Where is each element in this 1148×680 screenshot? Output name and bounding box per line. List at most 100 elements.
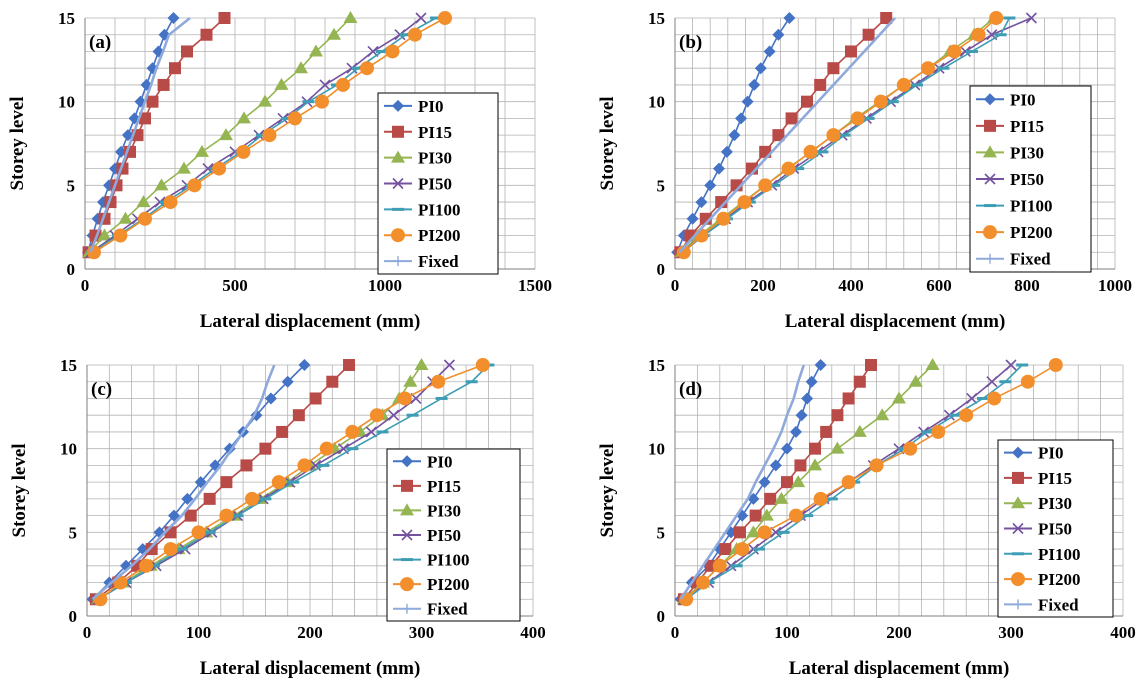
data-point bbox=[336, 77, 350, 92]
legend-label: Fixed bbox=[418, 252, 459, 271]
data-point bbox=[435, 396, 448, 400]
x-axis-title: Lateral displacement (mm) bbox=[785, 311, 1006, 332]
data-point bbox=[748, 78, 761, 91]
data-point bbox=[873, 94, 888, 109]
data-point bbox=[220, 476, 233, 489]
data-point bbox=[741, 95, 754, 108]
legend-item: Fixed bbox=[384, 252, 459, 271]
legend-label: Fixed bbox=[1038, 595, 1079, 614]
data-point bbox=[781, 476, 793, 489]
legend-item: PI15 bbox=[976, 117, 1044, 136]
data-point bbox=[959, 45, 971, 58]
data-point bbox=[139, 558, 154, 573]
data-point bbox=[271, 475, 286, 490]
data-point bbox=[415, 12, 427, 24]
legend-marker bbox=[985, 253, 995, 264]
data-point bbox=[376, 49, 388, 53]
y-tick-label: 5 bbox=[657, 176, 666, 195]
legend-marker bbox=[984, 93, 996, 106]
data-point bbox=[250, 409, 263, 422]
legend-item: Fixed bbox=[976, 250, 1051, 269]
series-fixed bbox=[89, 16, 191, 253]
legend-item: PI200 bbox=[393, 575, 470, 594]
data-point bbox=[203, 530, 216, 534]
data-point bbox=[814, 359, 827, 371]
series-pi200 bbox=[679, 358, 1063, 607]
data-point bbox=[157, 78, 170, 91]
data-point bbox=[315, 94, 329, 109]
x-axis-title: Lateral displacement (mm) bbox=[200, 311, 421, 332]
legend-label: PI15 bbox=[427, 477, 461, 496]
data-point bbox=[352, 66, 364, 70]
legend-label: PI30 bbox=[1038, 494, 1072, 513]
legend-marker bbox=[1013, 599, 1023, 610]
data-point bbox=[431, 374, 446, 389]
data-point bbox=[794, 459, 807, 472]
data-point bbox=[138, 211, 152, 226]
data-point bbox=[259, 442, 272, 455]
legend-item: PI0 bbox=[393, 452, 453, 471]
legend-box bbox=[386, 448, 521, 622]
data-point bbox=[345, 424, 360, 439]
data-point bbox=[181, 492, 194, 505]
data-point bbox=[288, 111, 302, 126]
legend-item: PI30 bbox=[384, 149, 452, 168]
legend-marker bbox=[1011, 496, 1025, 509]
data-point bbox=[696, 575, 710, 590]
data-point bbox=[764, 492, 777, 505]
panel-d: 0 100 200 300 400 0 5 10 15 Lateral displacement … bbox=[597, 356, 1136, 679]
data-point bbox=[994, 33, 1007, 37]
data-point bbox=[326, 375, 339, 388]
data-point bbox=[309, 44, 323, 57]
x-axis-title: Lateral displacement (mm) bbox=[200, 658, 421, 679]
x-tick-label: 800 bbox=[1014, 276, 1040, 295]
data-point bbox=[297, 458, 312, 473]
data-point bbox=[925, 358, 940, 370]
x-tick-label: 100 bbox=[774, 623, 800, 642]
legend-marker bbox=[984, 204, 996, 208]
legend-label: PI30 bbox=[1010, 143, 1044, 162]
legend-marker bbox=[392, 125, 404, 138]
data-point bbox=[892, 391, 906, 404]
data-point bbox=[781, 161, 796, 176]
legend-item: PI100 bbox=[1004, 545, 1081, 564]
legend-label: PI15 bbox=[1038, 469, 1072, 488]
data-point bbox=[181, 45, 193, 58]
data-point bbox=[768, 183, 780, 187]
data-point bbox=[791, 475, 806, 488]
data-point bbox=[831, 409, 844, 422]
data-point bbox=[959, 408, 974, 423]
data-point bbox=[816, 150, 829, 154]
y-tick-label: 5 bbox=[69, 523, 78, 542]
data-point bbox=[911, 83, 923, 87]
data-point bbox=[136, 195, 151, 208]
legend-item: PI0 bbox=[384, 97, 444, 116]
data-point bbox=[875, 408, 890, 421]
legend-label: PI30 bbox=[427, 501, 461, 520]
legend: PI0 PI15 PI30 PI50 PI100 PI200 Fixed bbox=[969, 85, 1092, 273]
data-point bbox=[237, 111, 251, 124]
legend-label: PI30 bbox=[418, 149, 452, 168]
legend-label: PI100 bbox=[1038, 545, 1081, 564]
data-point bbox=[475, 358, 490, 372]
legend-item: PI15 bbox=[393, 477, 461, 496]
legend-item: PI200 bbox=[384, 226, 461, 245]
legend-marker bbox=[400, 577, 414, 592]
data-point bbox=[438, 11, 452, 25]
x-tick-label: 300 bbox=[998, 623, 1024, 642]
data-point bbox=[896, 77, 911, 92]
data-point bbox=[865, 359, 877, 371]
data-point bbox=[785, 112, 798, 125]
y-tick-label: 0 bbox=[657, 607, 666, 626]
data-point bbox=[716, 211, 731, 226]
data-point bbox=[147, 564, 160, 568]
y-axis-title: Storey level bbox=[597, 96, 618, 190]
data-point bbox=[274, 77, 289, 90]
panel-b: 0 200 400 600 800 1000 0 5 10 15 Lateral displacem… bbox=[597, 9, 1132, 332]
legend-item: PI100 bbox=[384, 200, 461, 219]
data-point bbox=[809, 442, 821, 455]
legend-label: PI15 bbox=[1010, 117, 1044, 136]
data-point bbox=[966, 49, 978, 53]
y-tick-label: 10 bbox=[58, 93, 75, 112]
legend: PI0 PI15 PI30 PI50 PI100 PI200 Fixed bbox=[386, 448, 521, 622]
